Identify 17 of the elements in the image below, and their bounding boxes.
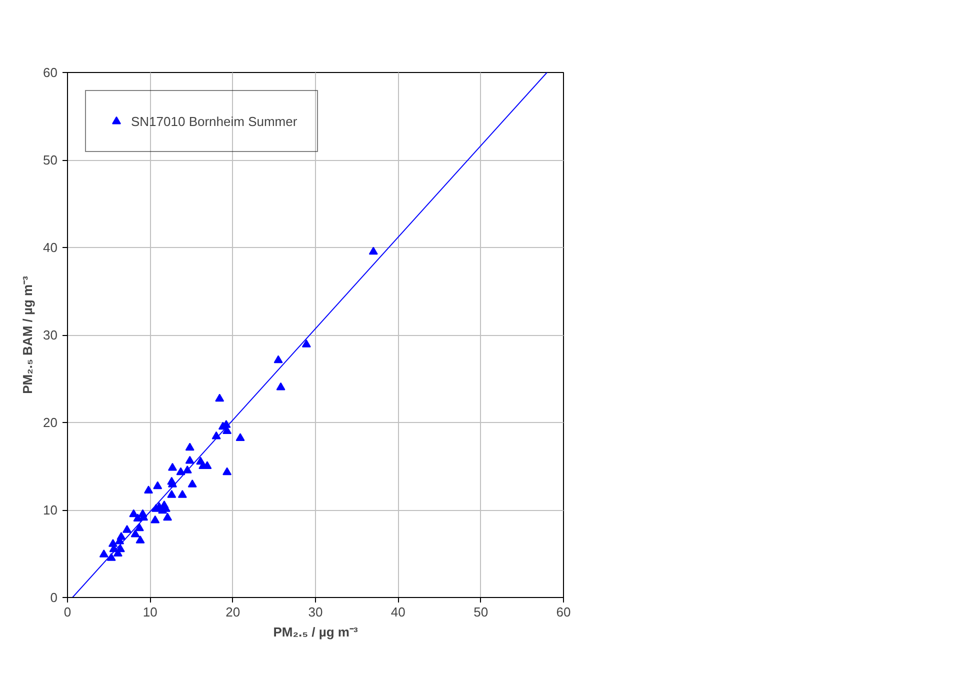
x-tick-label: 0 (64, 604, 72, 620)
x-tick-label: 40 (390, 604, 406, 620)
y-tick-label: 0 (50, 590, 58, 605)
y-tick-label: 60 (43, 65, 58, 80)
y-axis-title: PM₂.₅ BAM / µg m⁻³ (20, 275, 36, 394)
x-tick-label: 10 (142, 604, 158, 620)
x-tick-label: 20 (226, 604, 240, 620)
x-tick-label: 50 (474, 604, 488, 620)
legend-label: SN17010 Bornheim Summer (131, 114, 298, 128)
x-tick-label: 60 (556, 604, 571, 620)
y-tick-label: 50 (43, 152, 58, 168)
x-axis-title: PM₂.₅ / µg m⁻³ (273, 624, 358, 640)
y-tick-label: 20 (43, 415, 58, 430)
x-tick-label: 30 (308, 604, 323, 620)
y-tick-label: 40 (43, 240, 58, 255)
y-tick-label: 30 (43, 328, 58, 342)
y-tick-label: 10 (43, 502, 58, 518)
